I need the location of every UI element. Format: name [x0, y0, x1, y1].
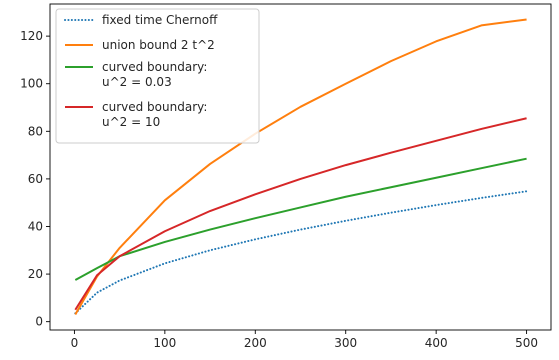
- y-tick-label: 80: [28, 124, 43, 138]
- y-tick-label: 40: [28, 219, 43, 233]
- x-tick-label: 300: [334, 336, 357, 350]
- series-line-3: [74, 157, 527, 281]
- legend-label-3: curved boundary: u^2 = 0.03: [102, 60, 207, 89]
- series-line-1: [74, 190, 528, 315]
- plot-area: [49, 3, 552, 331]
- y-tick-label: 60: [28, 172, 43, 186]
- y-tick-label: 120: [20, 29, 43, 43]
- axes-frame: [49, 3, 552, 331]
- y-tick-label: 0: [35, 315, 43, 329]
- legend: fixed time Chernoff union bound 2 t^2 curv…: [55, 8, 260, 144]
- legend-label-2: union bound 2 t^2: [102, 38, 215, 52]
- y-tick-label: 20: [28, 267, 43, 281]
- x-tick-label: 0: [71, 336, 79, 350]
- x-tick-label: 400: [425, 336, 448, 350]
- legend-label-4: curved boundary: u^2 = 10: [102, 100, 207, 129]
- series-line-4: [74, 117, 527, 311]
- x-tick-label: 500: [515, 336, 538, 350]
- y-axis: 0 20 40 60 80 100 120: [20, 29, 50, 329]
- x-tick-label: 200: [244, 336, 267, 350]
- x-tick-label: 100: [153, 336, 176, 350]
- series-line-2: [74, 18, 527, 316]
- legend-box: [55, 8, 260, 144]
- legend-label-1: fixed time Chernoff: [102, 13, 218, 27]
- x-axis: 0 100 200 300 400 500: [71, 330, 538, 350]
- y-tick-label: 100: [20, 77, 43, 91]
